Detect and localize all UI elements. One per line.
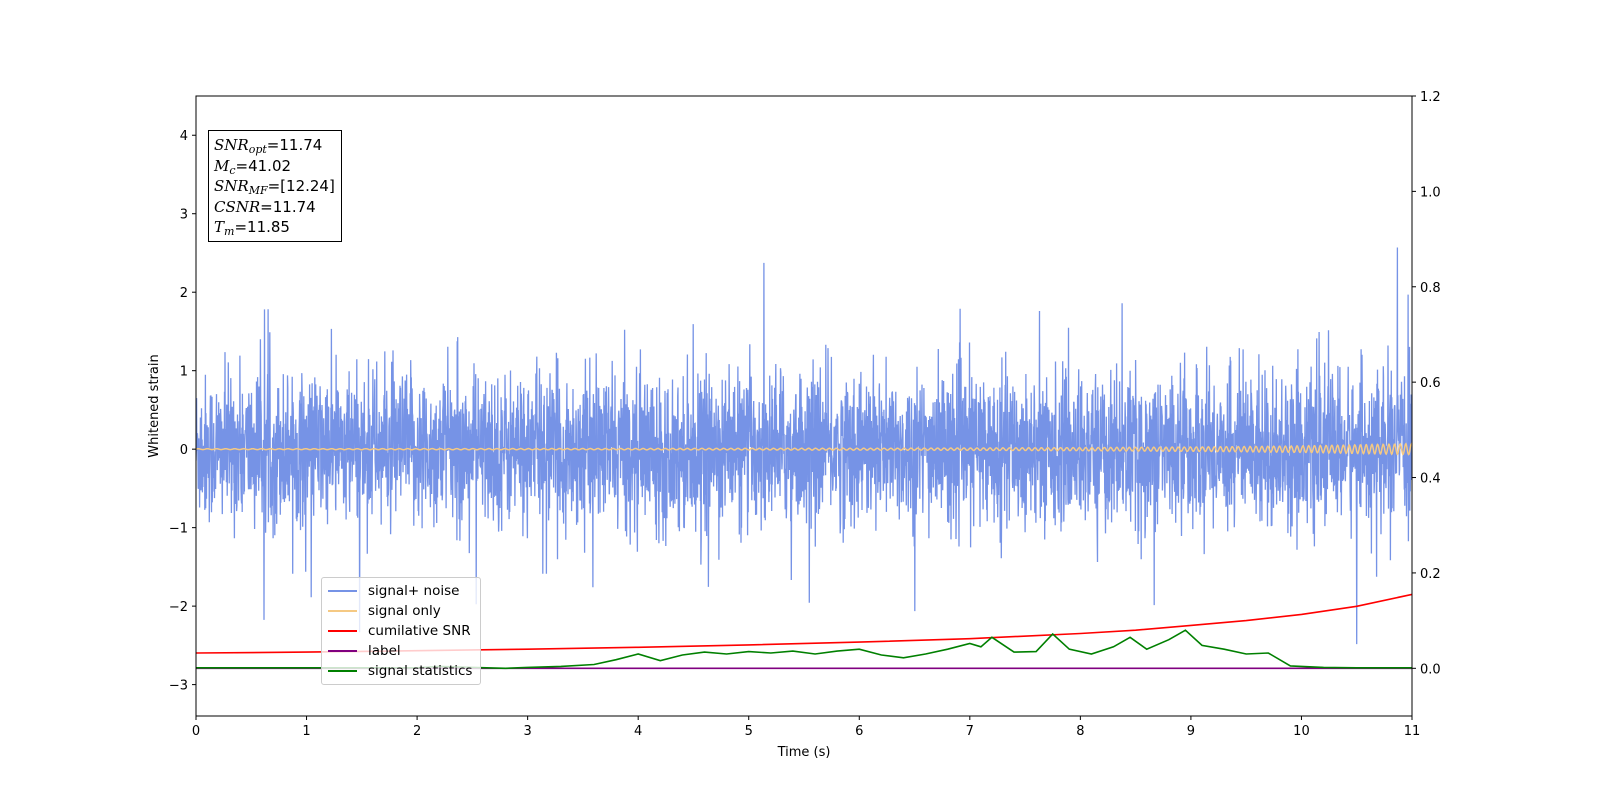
annotation-tm: Tm=11.85 [214, 218, 290, 238]
y-left-tick-label: −1 [169, 522, 188, 537]
y-left-tick-label: −2 [169, 600, 188, 615]
y-left-tick-label: 2 [180, 286, 188, 301]
y-axis-label: Whitened strain [147, 354, 162, 457]
x-tick-label: 10 [1293, 724, 1310, 739]
legend-label-signal-only: signal only [368, 603, 441, 619]
y-left-tick-label: 0 [180, 443, 188, 458]
legend-swatch-signal-only [328, 610, 357, 612]
legend-label-signal-noise: signal+ noise [368, 583, 460, 599]
y-left-tick-label: 4 [180, 129, 188, 144]
x-tick-label: 8 [1076, 724, 1084, 739]
x-tick-label: 7 [966, 724, 974, 739]
x-tick-label: 9 [1187, 724, 1195, 739]
y-right-tick-label: 0.8 [1420, 281, 1441, 296]
y-right-tick-label: 1.2 [1420, 90, 1441, 105]
x-tick-label: 4 [634, 724, 642, 739]
annotation-snr-opt: SNRopt=11.74 [214, 136, 323, 156]
legend: signal+ noise signal only cumilative SNR… [321, 577, 481, 685]
x-tick-label: 0 [192, 724, 200, 739]
legend-swatch-cumulative-snr [328, 630, 357, 632]
y-right-tick-label: 0.4 [1420, 472, 1441, 487]
annotation-snr-mf: SNRMF=[12.24] [214, 177, 335, 197]
y-left-tick-label: 3 [180, 208, 188, 223]
legend-swatch-signal-noise [328, 590, 357, 592]
annotation-box: SNRopt=11.74 Mc=41.02 SNRMF=[12.24] CSNR… [208, 130, 342, 242]
legend-item-signal-statistics: signal statistics [328, 661, 472, 681]
y-right-tick-label: 1.0 [1420, 185, 1441, 200]
legend-item-label: label [328, 641, 401, 661]
legend-item-signal-noise: signal+ noise [328, 581, 459, 601]
y-right-tick-label: 0.6 [1420, 376, 1441, 391]
plot-frame [195, 95, 1413, 717]
legend-label-label: label [368, 643, 401, 659]
annotation-mc: Mc=41.02 [214, 156, 292, 177]
legend-swatch-signal-statistics [328, 670, 357, 672]
y-right-tick-label: 0.2 [1420, 567, 1441, 582]
series-signal-only [196, 442, 1412, 456]
legend-item-signal-only: signal only [328, 601, 441, 621]
x-tick-label: 1 [302, 724, 310, 739]
x-tick-label: 11 [1404, 724, 1421, 739]
y-left-tick-label: 1 [180, 365, 188, 380]
series-signal-noise [196, 247, 1412, 645]
legend-label-signal-statistics: signal statistics [368, 663, 473, 679]
legend-label-cumulative-snr: cumilative SNR [368, 623, 471, 639]
x-tick-label: 5 [745, 724, 753, 739]
x-tick-label: 3 [523, 724, 531, 739]
legend-swatch-label [328, 650, 357, 652]
x-tick-label: 2 [413, 724, 421, 739]
legend-item-cumulative-snr: cumilative SNR [328, 621, 471, 641]
series-signal-statistics [196, 629, 1412, 670]
x-tick-label: 6 [855, 724, 863, 739]
annotation-csnr: CSNR=11.74 [214, 197, 316, 216]
x-axis-label: Time (s) [777, 745, 831, 760]
y-left-tick-label: −3 [169, 679, 188, 694]
y-right-tick-label: 0.0 [1420, 662, 1441, 677]
